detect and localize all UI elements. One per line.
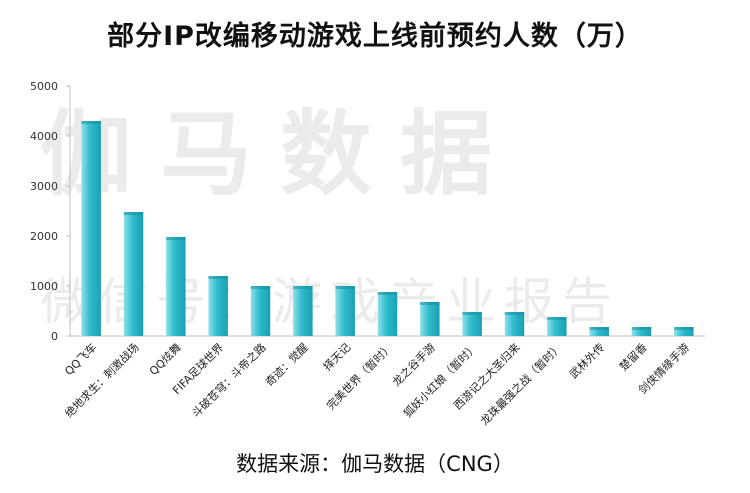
x-tick-label: 龙珠最强之战（暂时）: [477, 340, 565, 428]
bar: [504, 312, 525, 336]
y-tick-label: 5000: [30, 80, 58, 93]
bar-cap: [547, 317, 567, 320]
bar-cap: [293, 286, 313, 289]
bar-cap: [208, 276, 228, 279]
x-tick-label: 楚留香: [616, 340, 649, 373]
y-tick-label: 2000: [30, 230, 58, 243]
x-tick-label: 奇迹：觉醒: [263, 341, 311, 389]
x-tick-label: QQ炫舞: [146, 340, 184, 378]
x-tick-label: 择天记: [320, 340, 353, 373]
bar-cap: [504, 312, 525, 315]
bar-cap: [335, 286, 355, 289]
chart-title: 部分IP改编移动游戏上线前预约人数（万）: [107, 21, 643, 52]
bar-cap: [674, 327, 694, 330]
watermark-main: 伽马数据: [40, 101, 521, 208]
bar-cap: [420, 302, 440, 305]
bar: [420, 302, 440, 336]
bar: [335, 286, 355, 336]
bar: [250, 286, 271, 336]
y-tick-label: 1000: [30, 280, 58, 293]
bar: [166, 237, 186, 336]
x-tick-label: 斗破苍穹：斗帝之路: [189, 340, 269, 420]
bar-cap: [589, 327, 609, 330]
bar-cap: [123, 212, 144, 215]
bar-cap: [631, 327, 652, 330]
x-tick-label: 武林外传: [566, 340, 607, 381]
bar-cap: [462, 312, 482, 315]
bar: [589, 327, 609, 336]
bar-cap: [166, 237, 186, 240]
bar: [123, 212, 144, 336]
data-source: 数据来源：伽马数据（CNG）: [236, 452, 514, 476]
bar: [81, 121, 101, 336]
bar: [293, 286, 313, 336]
y-tick-label: 4000: [30, 130, 58, 143]
x-tick-label: QQ飞车: [62, 340, 100, 378]
bar: [547, 317, 567, 336]
bar: [208, 276, 228, 336]
y-tick-label: 3000: [30, 180, 58, 193]
bar-cap: [377, 292, 398, 295]
bar-cap: [81, 121, 101, 124]
x-tick-label: 绝地求生：刺激战场: [62, 340, 142, 420]
bar: [674, 327, 694, 336]
bar-cap: [250, 286, 271, 289]
bar: [377, 292, 398, 336]
y-tick-label: 0: [51, 330, 58, 343]
bar: [631, 327, 652, 336]
bar: [462, 312, 482, 336]
x-tick-label: 狐妖小红娘（暂时）: [400, 340, 480, 420]
